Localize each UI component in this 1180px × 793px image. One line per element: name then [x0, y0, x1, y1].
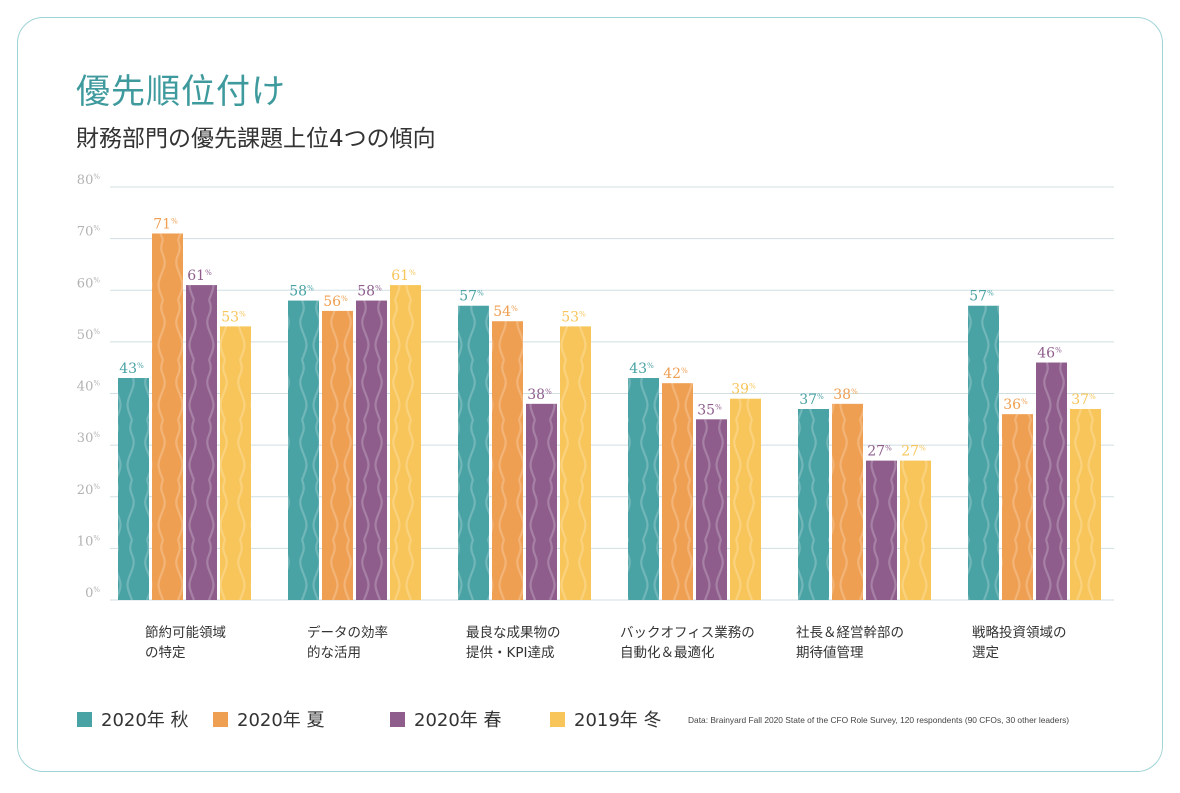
- category-label-line: 戦略投資領域の: [972, 625, 1067, 641]
- bar-value-label: 53%: [221, 309, 246, 325]
- bar: [492, 321, 523, 600]
- bar: [1070, 408, 1101, 600]
- y-tick-label: 40%: [77, 380, 101, 395]
- bar-value-label: 37%: [1071, 392, 1096, 408]
- bar: [968, 305, 999, 600]
- bar-value-label: 36%: [1003, 397, 1028, 413]
- y-tick-label: 80%: [77, 173, 101, 188]
- category-label-line: 節約可能領域: [145, 625, 226, 641]
- bar: [152, 233, 183, 600]
- category-label-line: 選定: [972, 645, 999, 661]
- legend-swatch-summer-2020: [213, 711, 228, 727]
- bar: [220, 326, 251, 600]
- bar-value-label: 58%: [289, 284, 314, 300]
- bar: [628, 378, 659, 600]
- bar-value-label: 42%: [663, 366, 688, 382]
- category-label: 最良な成果物の 提供・KPI達成: [466, 623, 561, 663]
- bar-value-label: 71%: [153, 216, 178, 232]
- y-tick-label: 20%: [77, 483, 101, 498]
- category-label-line: データの効率: [307, 625, 388, 641]
- bar: [186, 285, 217, 600]
- bar: [526, 403, 557, 600]
- category-label-line: バックオフィス業務の: [620, 625, 755, 641]
- category-label: バックオフィス業務の 自動化＆最適化: [620, 623, 755, 663]
- category-label-line: の特定: [145, 645, 186, 661]
- bar: [390, 285, 421, 600]
- category-label-line: 自動化＆最適化: [620, 645, 715, 661]
- legend-swatch-spring-2020: [390, 711, 405, 727]
- bar: [1002, 414, 1033, 600]
- category-label: 戦略投資領域の 選定: [972, 623, 1067, 663]
- bar-value-label: 58%: [357, 284, 382, 300]
- bar: [118, 378, 149, 600]
- category-label-line: 期待値管理: [796, 645, 864, 661]
- legend-item-winter-2019: 2019年 冬: [550, 706, 662, 732]
- bar: [560, 326, 591, 600]
- y-tick-label: 10%: [77, 534, 101, 549]
- bar: [1036, 362, 1067, 600]
- bar: [288, 300, 319, 600]
- bar-value-label: 61%: [187, 268, 212, 284]
- bar-value-label: 57%: [969, 289, 994, 305]
- category-label: 社長＆経営幹部の 期待値管理: [796, 623, 904, 663]
- bar-value-label: 37%: [799, 392, 824, 408]
- category-label-line: 的な活用: [307, 645, 361, 661]
- y-tick-label: 30%: [77, 431, 101, 446]
- bar: [458, 305, 489, 600]
- bar: [662, 383, 693, 600]
- bar-value-label: 56%: [323, 294, 348, 310]
- bar: [866, 460, 897, 600]
- bar-value-label: 38%: [527, 387, 552, 403]
- category-label-line: 最良な成果物の: [466, 625, 561, 641]
- page-title: 優先順位付け: [76, 72, 286, 112]
- legend-label-winter-2019: 2019年 冬: [574, 710, 662, 731]
- bar: [322, 310, 353, 600]
- legend-label-fall-2020: 2020年 秋: [101, 710, 189, 731]
- category-label: データの効率 的な活用: [307, 623, 388, 663]
- category-label-line: 提供・KPI達成: [466, 645, 555, 661]
- data-source-note: Data: Brainyard Fall 2020 State of the C…: [688, 715, 1070, 725]
- bar: [798, 408, 829, 600]
- bar-value-label: 53%: [561, 309, 586, 325]
- legend-item-spring-2020: 2020年 春: [390, 706, 502, 732]
- legend-swatch-fall-2020: [77, 711, 92, 727]
- bar: [730, 398, 761, 600]
- legend-label-summer-2020: 2020年 夏: [237, 710, 325, 731]
- y-tick-label: 0%: [85, 586, 100, 601]
- legend-swatch-winter-2019: [550, 711, 565, 727]
- bar-value-label: 61%: [391, 268, 416, 284]
- bar: [900, 460, 931, 600]
- bar-value-label: 43%: [629, 361, 654, 377]
- bar-value-label: 38%: [833, 387, 858, 403]
- y-tick-label: 50%: [77, 328, 101, 343]
- bar: [696, 419, 727, 600]
- bar-value-label: 43%: [119, 361, 144, 377]
- bar-value-label: 57%: [459, 289, 484, 305]
- bar-value-label: 35%: [697, 402, 722, 418]
- category-label: 節約可能領域 の特定: [145, 623, 226, 663]
- bar: [356, 300, 387, 600]
- bar-value-label: 54%: [493, 304, 518, 320]
- legend-item-fall-2020: 2020年 秋: [77, 706, 189, 732]
- y-tick-label: 60%: [77, 276, 101, 291]
- bar-value-label: 39%: [731, 382, 756, 398]
- bar: [832, 403, 863, 600]
- legend-label-spring-2020: 2020年 春: [414, 710, 502, 731]
- bar-value-label: 27%: [867, 444, 892, 460]
- category-label-line: 社長＆経営幹部の: [796, 625, 904, 641]
- legend-item-summer-2020: 2020年 夏: [213, 706, 325, 732]
- bar-value-label: 27%: [901, 444, 926, 460]
- chart-subtitle: 財務部門の優先課題上位4つの傾向: [76, 126, 436, 152]
- y-tick-label: 70%: [77, 225, 101, 240]
- bar-value-label: 46%: [1037, 346, 1062, 362]
